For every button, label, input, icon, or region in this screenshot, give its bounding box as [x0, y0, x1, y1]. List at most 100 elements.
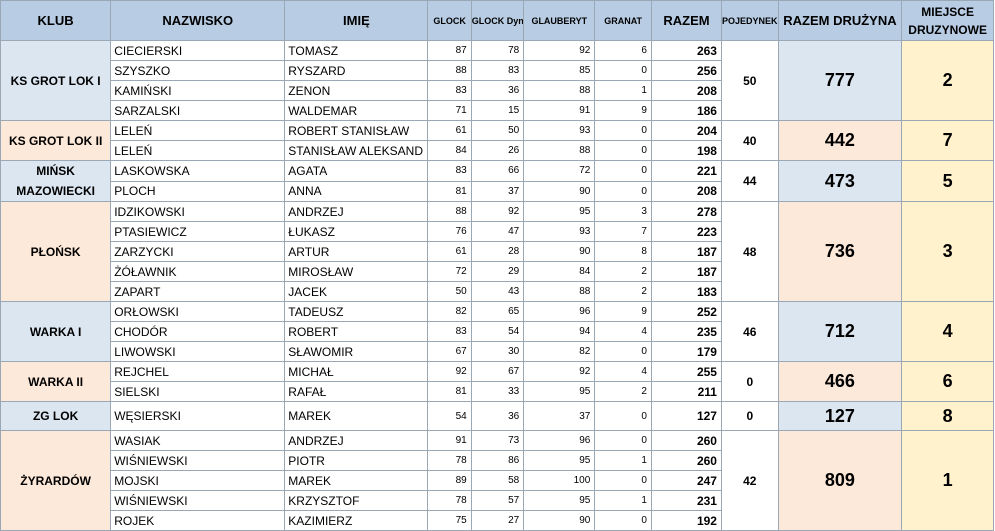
score-granat: 2 — [594, 261, 652, 282]
score-glock-dyn: 26 — [470, 140, 525, 161]
score-granat: 2 — [594, 381, 652, 402]
score-granat: 0 — [594, 160, 652, 182]
player-surname: SIELSKI — [110, 381, 286, 402]
player-name: SŁAWOMIR — [284, 341, 429, 362]
player-surname: KAMIŃSKI — [110, 80, 286, 101]
score-glock-dyn: 66 — [470, 160, 525, 182]
score-glock: 88 — [427, 60, 472, 81]
player-name: ARTUR — [284, 241, 429, 262]
player-name: TADEUSZ — [284, 301, 429, 322]
score-glock: 81 — [427, 180, 472, 202]
player-total: 263 — [650, 40, 722, 61]
table-row: KS GROT LOK II LELEŃ ROBERT STANISŁAW 61 50 9… — [0, 120, 994, 161]
score-glauberyt: 95 — [523, 490, 596, 511]
score-granat: 0 — [594, 120, 652, 141]
score-glock-dyn: 43 — [470, 281, 525, 302]
score-granat: 0 — [594, 341, 652, 362]
player-surname: ZARZYCKI — [110, 241, 286, 262]
header-club: KLUB — [0, 0, 112, 41]
player-surname: WIŚNIEWSKI — [110, 490, 286, 511]
player-surname: CHODÓR — [110, 321, 286, 342]
team-total: 127 — [777, 401, 903, 431]
club-name: WARKA I — [0, 301, 112, 362]
table-row: WIŚNIEWSKI KRZYSZTOF 78 57 95 1 231 — [1, 490, 994, 511]
score-glauberyt: 95 — [523, 201, 596, 222]
table-row: MOJSKI MAREK 89 58 100 0 247 — [1, 470, 994, 491]
team-total: 809 — [777, 430, 903, 531]
club-name: ZG LOK — [0, 401, 112, 431]
team-place: 6 — [901, 361, 994, 402]
score-glauberyt: 91 — [523, 100, 596, 121]
score-granat: 0 — [594, 470, 652, 491]
score-glauberyt: 94 — [523, 321, 596, 342]
player-total: 183 — [650, 281, 722, 302]
team-place: 5 — [901, 160, 994, 202]
table-row: ZG LOK WĘSIERSKI MAREK 54 36 37 0 127 0 127 8 — [0, 401, 994, 431]
table-row: MIŃSK MAZOWIECKI LASKOWSKA AGATA 83 66 72 0 221… — [0, 160, 994, 202]
team-place: 2 — [901, 40, 994, 121]
player-name: RAFAŁ — [284, 381, 429, 402]
table-row: ZAPART JACEK 50 43 88 2 183 — [1, 281, 994, 302]
score-glock-dyn: 54 — [470, 321, 525, 342]
player-name: JACEK — [284, 281, 429, 302]
table-row: WARKA II REJCHEL MICHAŁ 92 67 92 4 255 0 466 6 — [0, 361, 994, 402]
score-granat: 0 — [594, 430, 652, 451]
player-name: STANISŁAW ALEKSAND — [284, 140, 429, 161]
team-total: 777 — [777, 40, 903, 121]
player-name: ŁUKASZ — [284, 221, 429, 242]
player-name: KRZYSZTOF — [284, 490, 429, 511]
table-row: PLOCH ANNA 81 37 90 0 208 — [1, 180, 994, 202]
team-duel: 0 — [720, 361, 779, 402]
player-surname: WĘSIERSKI — [110, 401, 286, 431]
table-row: LELEŃ STANISŁAW ALEKSAND 84 26 88 0 198 — [1, 140, 994, 161]
score-glock: 50 — [427, 281, 472, 302]
player-name: TOMASZ — [284, 40, 429, 61]
player-name: ANDRZEJ — [284, 430, 429, 451]
header-team-place-line1: MIEJSCE — [921, 4, 974, 19]
player-name: RYSZARD — [284, 60, 429, 81]
player-surname: CIECIERSKI — [110, 40, 286, 61]
player-name: ZENON — [284, 80, 429, 101]
table-row: KAMIŃSKI ZENON 83 36 88 1 208 — [1, 80, 994, 101]
score-granat: 6 — [594, 40, 652, 61]
team-total: 466 — [777, 361, 903, 402]
player-total: 223 — [650, 221, 722, 242]
table-row: ŻYRARDÓW WASIAK ANDRZEJ 91 73 96 0 260 42 809 1 — [0, 430, 994, 531]
score-glock: 82 — [427, 301, 472, 322]
player-total: 235 — [650, 321, 722, 342]
table-row: CHODÓR ROBERT 83 54 94 4 235 — [1, 321, 994, 342]
score-glock-dyn: 36 — [470, 401, 525, 431]
score-glock-dyn: 28 — [470, 241, 525, 262]
header-glock-dyn: GLOCK Dyn. — [470, 0, 525, 41]
player-total: 211 — [650, 381, 722, 402]
player-name: MAREK — [284, 401, 429, 431]
score-granat: 1 — [594, 490, 652, 511]
score-glock: 88 — [427, 201, 472, 222]
player-total: 186 — [650, 100, 722, 121]
score-granat: 4 — [594, 321, 652, 342]
team-duel: 0 — [720, 401, 779, 431]
score-glock: 72 — [427, 261, 472, 282]
player-total: 260 — [650, 430, 722, 451]
score-granat: 0 — [594, 401, 652, 431]
header-total: RAZEM — [650, 0, 722, 41]
table-row: ŻÓŁAWNIK MIROSŁAW 72 29 84 2 187 — [1, 261, 994, 282]
player-name: KAZIMIERZ — [284, 510, 429, 531]
score-glock: 91 — [427, 430, 472, 451]
player-total: 208 — [650, 180, 722, 202]
score-glauberyt: 93 — [523, 120, 596, 141]
player-total: 198 — [650, 140, 722, 161]
score-glauberyt: 88 — [523, 80, 596, 101]
player-total: 187 — [650, 241, 722, 262]
player-name: PIOTR — [284, 450, 429, 471]
header-surname: NAZWISKO — [110, 0, 286, 41]
score-granat: 9 — [594, 301, 652, 322]
player-name: MIROSŁAW — [284, 261, 429, 282]
player-total: 255 — [650, 361, 722, 382]
score-glauberyt: 72 — [523, 160, 596, 182]
score-glock-dyn: 73 — [470, 430, 525, 451]
table-body: KS GROT LOK I CIECIERSKI TOMASZ 87 78 92 6 263 5… — [0, 40, 994, 531]
table-row: SIELSKI RAFAŁ 81 33 95 2 211 — [1, 381, 994, 402]
player-total: 256 — [650, 60, 722, 81]
